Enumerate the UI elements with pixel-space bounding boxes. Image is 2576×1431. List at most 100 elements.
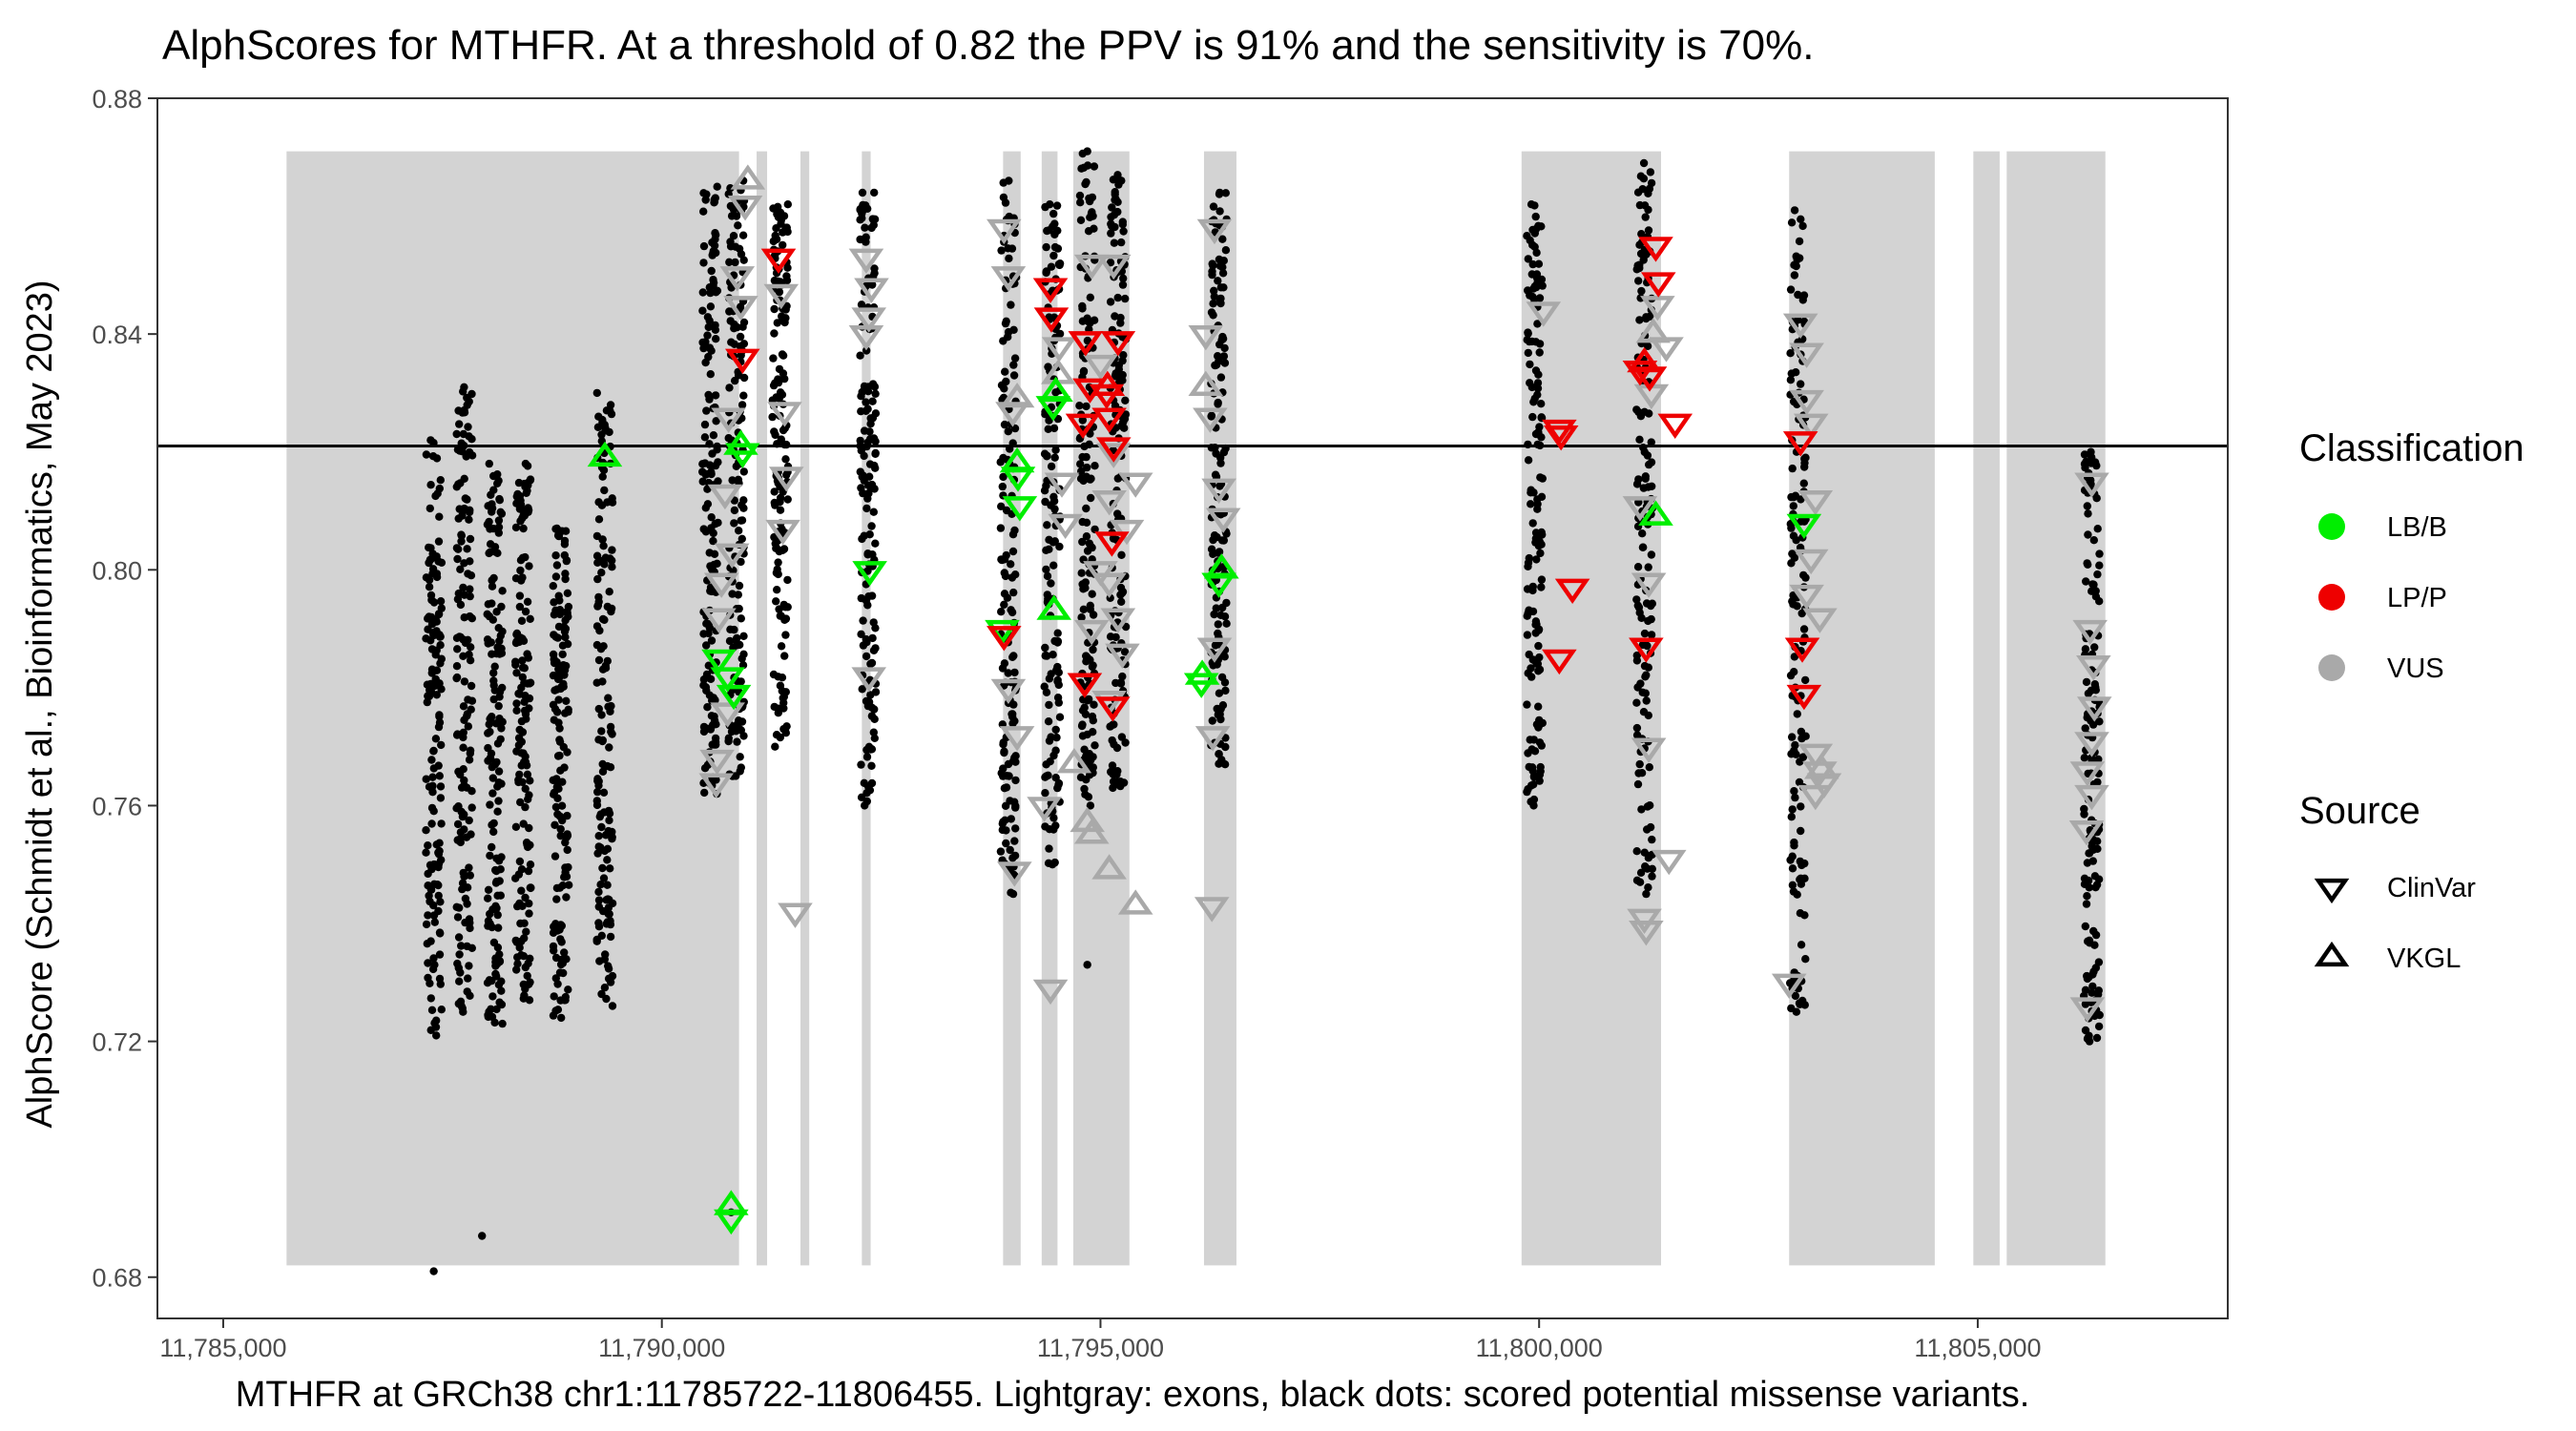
missense-dot <box>1049 209 1058 218</box>
missense-dot <box>1642 671 1651 679</box>
missense-dot <box>1207 412 1215 421</box>
missense-dot <box>521 893 530 902</box>
missense-dot <box>1086 319 1094 327</box>
missense-dot <box>1787 750 1796 758</box>
missense-dot <box>1088 543 1096 552</box>
missense-dot <box>454 933 464 942</box>
missense-dot <box>549 671 558 680</box>
missense-dot <box>1090 224 1098 233</box>
missense-dot <box>783 495 792 504</box>
missense-dot <box>600 486 609 495</box>
missense-dot <box>1078 537 1087 547</box>
missense-dot <box>1527 763 1537 772</box>
exon-layer <box>286 151 2106 1266</box>
missense-dot <box>1002 317 1010 325</box>
missense-dot <box>551 572 561 581</box>
missense-dot <box>464 974 472 983</box>
missense-dot <box>498 717 507 726</box>
missense-dot <box>593 423 603 431</box>
missense-dot <box>857 446 865 455</box>
missense-dot <box>737 614 745 623</box>
missense-dot <box>513 953 522 962</box>
variant-marker <box>1073 819 1110 844</box>
missense-dot <box>426 994 435 1003</box>
missense-dot <box>737 726 745 735</box>
missense-dot <box>1801 453 1810 462</box>
missense-dot <box>710 550 719 558</box>
missense-dot <box>866 691 875 699</box>
missense-dot <box>1107 213 1115 221</box>
y-axis: 0.68 0.72 0.76 0.80 0.84 0.88 <box>92 85 157 1293</box>
missense-dot <box>1050 219 1059 228</box>
variant-marker <box>1205 508 1241 533</box>
missense-dot <box>432 454 442 463</box>
variant-marker <box>1056 748 1092 774</box>
variant-marker <box>1782 313 1818 339</box>
missense-dot <box>608 494 616 503</box>
missense-dot <box>517 576 526 585</box>
missense-dot <box>1003 772 1011 780</box>
missense-dot <box>464 722 472 731</box>
missense-dot <box>466 506 474 514</box>
missense-dot <box>731 258 739 267</box>
missense-dot <box>525 909 533 918</box>
missense-dot <box>737 501 746 509</box>
missense-dot <box>867 591 877 600</box>
missense-dot <box>1222 598 1231 608</box>
missense-dot <box>563 811 571 820</box>
missense-dot <box>466 991 474 1001</box>
missense-dot <box>1047 262 1056 271</box>
missense-dot <box>424 959 432 967</box>
missense-dot <box>432 1016 441 1025</box>
missense-dot <box>556 831 565 840</box>
missense-dot <box>1789 531 1798 540</box>
missense-dot <box>599 642 608 651</box>
missense-dot <box>1010 668 1019 677</box>
missense-dot <box>434 537 444 546</box>
missense-dot <box>1530 747 1540 756</box>
missense-dot <box>524 653 532 662</box>
missense-dot <box>489 695 498 704</box>
variant-marker <box>1032 278 1069 303</box>
missense-dot <box>1790 838 1798 847</box>
missense-dot <box>486 909 494 919</box>
missense-dot <box>711 325 720 334</box>
missense-dot <box>558 650 567 659</box>
missense-column-3 <box>483 459 507 1028</box>
missense-dot <box>774 570 782 579</box>
variant-marker <box>1526 301 1562 327</box>
missense-dot <box>526 861 535 869</box>
variant-marker <box>852 561 887 587</box>
missense-dot <box>512 629 522 638</box>
missense-dot <box>428 629 437 637</box>
missense-dot <box>1075 191 1085 200</box>
series-vus-vkgl <box>730 164 1839 915</box>
missense-dot <box>867 522 876 530</box>
missense-dot <box>1209 535 1217 545</box>
missense-dot <box>1633 261 1642 270</box>
missense-dot <box>1116 679 1126 688</box>
missense-dot <box>512 747 521 756</box>
legend-key <box>2318 654 2345 681</box>
missense-dot <box>1532 659 1541 668</box>
missense-dot <box>1049 814 1058 822</box>
missense-dot <box>1528 412 1537 422</box>
missense-dot <box>707 587 717 596</box>
missense-dot <box>783 575 792 585</box>
missense-dot <box>512 699 521 708</box>
missense-dot <box>601 553 611 562</box>
missense-dot <box>452 674 461 683</box>
missense-dot <box>1000 659 1009 668</box>
missense-dot <box>783 200 792 209</box>
variant-marker <box>1036 594 1072 620</box>
missense-dot <box>1532 248 1541 258</box>
missense-dot <box>608 546 616 554</box>
missense-dot <box>1055 542 1064 551</box>
missense-dot <box>1538 474 1548 483</box>
variant-marker <box>714 543 750 569</box>
missense-dot <box>452 429 461 439</box>
missense-dot <box>560 873 569 881</box>
variant-marker <box>1797 784 1834 811</box>
missense-dot <box>1644 883 1652 892</box>
